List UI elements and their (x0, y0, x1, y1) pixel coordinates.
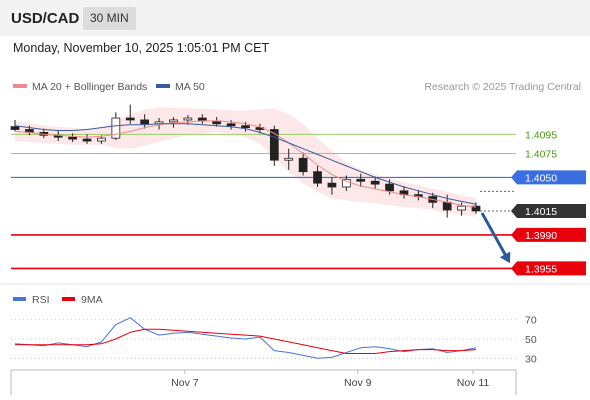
x-tick-label: Nov 11 (457, 377, 490, 389)
moving-averages (14, 120, 477, 208)
support-label: 1.3955 (525, 263, 557, 275)
candle-body (82, 138, 92, 142)
candle-body (442, 201, 452, 211)
rsi-legend-swatch (13, 297, 26, 301)
candle-body (68, 136, 77, 140)
ma50-legend-label: MA 50 (175, 81, 205, 93)
support-tag (511, 261, 586, 276)
candle-body (313, 171, 322, 184)
last-price-label: 1.4015 (525, 206, 557, 218)
candle-body (269, 129, 279, 161)
chart-header: USD/CAD 30 MIN (0, 0, 590, 36)
timeframe-button[interactable]: 30 MIN (83, 7, 136, 30)
candle-body (327, 182, 337, 188)
timestamp: Monday, November 10, 2025 1:05:01 PM CET (13, 41, 270, 55)
candle-body (169, 119, 178, 123)
support-label: 1.3990 (525, 230, 557, 242)
level-labels: 1.4095 1.4075 1.4050 1.4015 1.3990 1.3955 (511, 129, 586, 276)
candle-body (125, 117, 135, 121)
x-tick-label: Nov 9 (344, 377, 372, 389)
pivot-tag (511, 170, 586, 185)
symbol-label: USD/CAD (11, 10, 80, 27)
candle-body (457, 205, 466, 211)
rsi-line (14, 317, 477, 359)
last-price-tag (511, 203, 586, 218)
candlesticks (10, 104, 481, 218)
forecast-arrow (480, 212, 511, 264)
rsi-tick-label: 30 (525, 353, 537, 365)
candle-body (298, 157, 308, 173)
forecast-arrow-head (499, 251, 511, 264)
candle-body (241, 125, 250, 129)
support-tag (511, 227, 586, 242)
candle-body (370, 180, 380, 185)
ma20-line (14, 120, 477, 208)
resistance-label: 1.4075 (525, 148, 557, 160)
ma50-line (14, 123, 477, 205)
candle-body (183, 117, 193, 121)
rsi-ma-legend-swatch (62, 297, 75, 301)
bollinger-legend-label: MA 20 + Bollinger Bands (32, 81, 147, 93)
ma50-legend-swatch (156, 84, 170, 88)
bollinger-legend-swatch (13, 84, 27, 88)
candle-body (111, 117, 121, 139)
x-tick-label: Nov 7 (171, 377, 199, 389)
candle-body (140, 119, 150, 125)
candle-body (341, 178, 351, 188)
pivot-label: 1.4050 (525, 172, 557, 184)
forecast-arrow-shaft (480, 212, 510, 261)
candle-body (226, 123, 236, 127)
time-axis: Nov 7 Nov 9 Nov 11 (10, 369, 517, 395)
candle-body (97, 137, 106, 142)
key-levels (11, 133, 516, 270)
rsi-tick-label: 50 (525, 334, 537, 346)
rsi-tick-label: 70 (525, 315, 537, 327)
candle-body (284, 157, 294, 161)
rsi-legend-label: RSI (32, 294, 50, 306)
attribution-label: Research © 2025 Trading Central (424, 81, 581, 93)
rsi-ma-line (15, 328, 477, 354)
resistance-label: 1.4095 (525, 129, 557, 141)
rsi-indicator: 70 50 30 (11, 315, 537, 365)
rsi-ma-legend-label: 9MA (81, 294, 103, 306)
candle-body (471, 205, 481, 212)
candle-body (385, 183, 394, 192)
candle-body (10, 126, 20, 130)
candle-body (356, 178, 366, 182)
